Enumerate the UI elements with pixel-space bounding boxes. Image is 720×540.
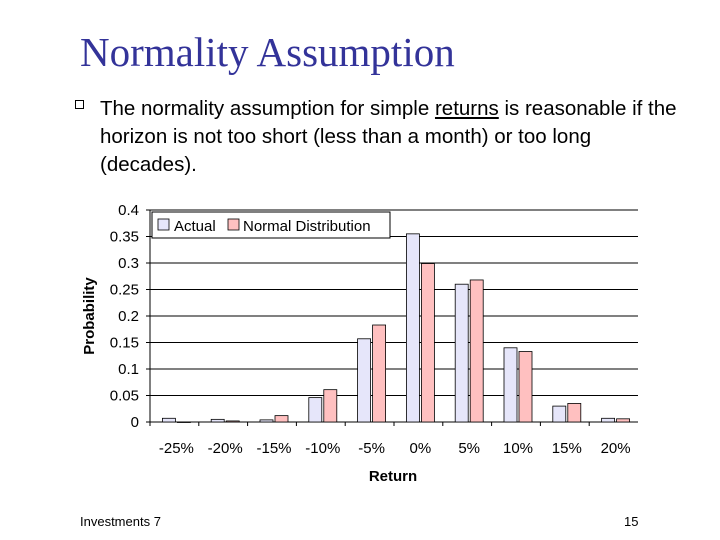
- y-tick-label: 0.1: [118, 361, 139, 378]
- y-axis-title: Probability: [81, 277, 98, 355]
- bar-actual: [552, 405, 567, 423]
- bullet-text-underlined: returns: [434, 97, 499, 120]
- x-tick-label: -10%: [305, 440, 340, 457]
- bar-normal: [176, 421, 191, 423]
- x-axis-title: Return: [369, 468, 417, 485]
- bar-actual: [259, 419, 274, 423]
- x-tick-label: 0%: [410, 440, 432, 457]
- bar-normal: [469, 279, 484, 423]
- x-tick-label: -15%: [256, 440, 291, 457]
- bar-actual: [405, 233, 420, 423]
- bar-actual: [357, 338, 372, 423]
- x-tick-label: -5%: [358, 440, 385, 457]
- bar-actual: [601, 417, 615, 423]
- x-tick-label: 20%: [601, 440, 631, 457]
- y-tick-label: 0.4: [118, 202, 139, 219]
- bar-normal: [323, 389, 338, 423]
- bar-normal: [518, 351, 533, 423]
- x-tick-label: 5%: [458, 440, 480, 457]
- y-tick-label: 0.2: [118, 308, 139, 325]
- bar-normal: [225, 420, 240, 423]
- y-tick-label: 0.15: [110, 335, 139, 352]
- bar-actual: [210, 418, 225, 423]
- legend-swatch-normal: [227, 218, 240, 231]
- bar-normal: [372, 324, 387, 423]
- x-tick-label: -25%: [159, 440, 194, 457]
- legend-label-normal: Normal Distribution: [243, 218, 371, 235]
- bar-actual: [503, 347, 518, 423]
- footer-course: Investments 7: [80, 514, 161, 529]
- bar-normal: [567, 403, 582, 423]
- bullet-text: The normality assumption for simple retu…: [100, 95, 690, 179]
- footer-page-number: 15: [624, 514, 639, 529]
- x-tick-label: 15%: [552, 440, 582, 457]
- legend-swatch-actual: [157, 218, 170, 231]
- bullet-text-prefix: The normality assumption for simple: [100, 97, 435, 120]
- bar-normal: [420, 263, 435, 423]
- legend-box: [151, 211, 391, 239]
- bar-actual: [308, 397, 323, 423]
- y-tick-label: 0.35: [110, 229, 139, 246]
- y-tick-label: 0.25: [110, 282, 139, 299]
- bar-actual: [161, 417, 176, 423]
- x-tick-label: 10%: [503, 440, 533, 457]
- bullet-text-suffix: is reasonable if the horizon is not too …: [100, 97, 677, 176]
- y-tick-label: 0.05: [110, 388, 139, 405]
- checkbox-bullet-icon: [75, 100, 84, 109]
- bar-normal: [616, 418, 630, 423]
- y-tick-label: 0: [131, 414, 139, 431]
- slide-title: Normality Assumption: [80, 29, 455, 75]
- bar-normal: [274, 415, 289, 423]
- bar-actual: [454, 283, 469, 423]
- legend-label-actual: Actual: [174, 218, 216, 235]
- y-tick-label: 0.3: [118, 255, 139, 272]
- x-tick-label: -20%: [208, 440, 243, 457]
